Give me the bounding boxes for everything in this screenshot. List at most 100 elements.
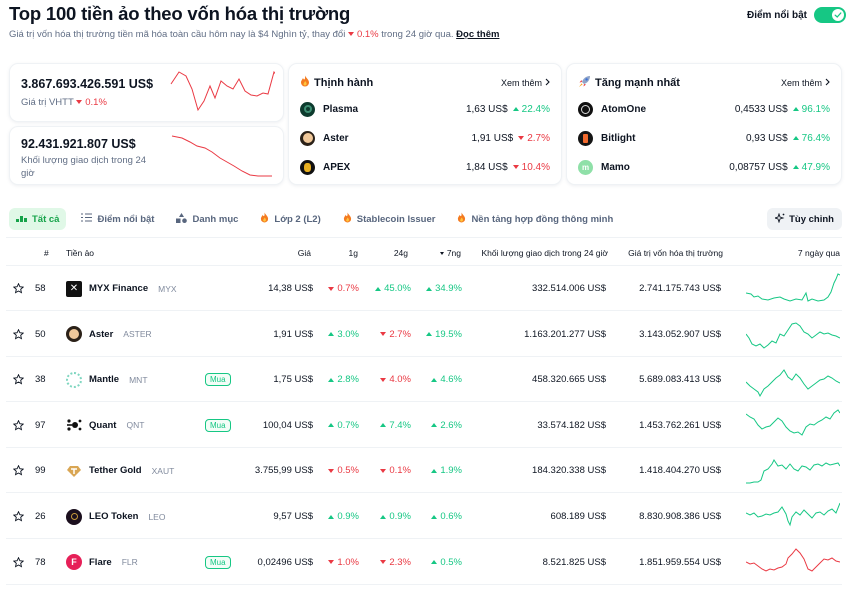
caret-up-icon [431, 468, 438, 473]
coin-name-link[interactable]: LEO Token LEO [66, 494, 165, 539]
coin-name: MYX Finance [89, 283, 149, 294]
chart-bars-icon [16, 213, 27, 225]
highlights-toggle[interactable] [814, 7, 846, 23]
coin-symbol: MNT [129, 374, 148, 385]
table-row[interactable]: 99 Tether Gold XAUT 3.755,99 US$ 0.5% 0.1… [6, 448, 842, 494]
apex-logo-icon [300, 159, 315, 175]
volume-value: 92.431.921.807 US$ [21, 137, 136, 151]
top-gainers-see-more-link[interactable]: Xem thêm [781, 78, 830, 88]
column-rank[interactable]: # [44, 248, 49, 258]
volume-24h: 184.320.338 US$ [532, 465, 606, 477]
tab-stablecoin-issuer[interactable]: Stablecoin Issuer [336, 208, 443, 230]
star-icon[interactable] [12, 266, 24, 311]
coin-symbol: MYX [158, 283, 177, 294]
star-icon[interactable] [12, 312, 24, 357]
change-7d: 4.6% [431, 357, 462, 402]
tab-categories[interactable]: Danh mục [169, 208, 245, 230]
chevron-right-icon [825, 78, 830, 88]
market-cap-sparkline [170, 70, 275, 112]
coin-name: Mantle [89, 374, 120, 386]
rank: 50 [35, 328, 46, 340]
coin-name: Flare [89, 556, 112, 568]
customize-button[interactable]: Tùy chỉnh [767, 208, 842, 230]
change-1h: 0.7% [328, 403, 359, 448]
change-24h: 45.0% [375, 266, 411, 311]
price: 3.755,99 US$ [254, 465, 313, 477]
table-row[interactable]: 38 Mantle MNT Mua 1,75 US$ 2.8% 4.0% 4.6%… [6, 357, 842, 403]
table-header: # Tiền ảo Giá 1g 24g 7ng Khối lượng giao… [0, 244, 856, 262]
star-icon[interactable] [12, 403, 24, 448]
market-cap: 1.453.762.261 US$ [639, 419, 721, 431]
column-volume[interactable]: Khối lượng giao dịch trong 24 giờ [481, 248, 608, 258]
coin-name: Aster [89, 328, 114, 340]
trending-item[interactable]: Plasma 1,63 US$ 22.4% [300, 99, 550, 119]
change-1h: 3.0% [328, 312, 359, 357]
price: 1,75 US$ [273, 374, 313, 386]
column-1h[interactable]: 1g [348, 248, 358, 258]
table-row[interactable]: 78 F Flare FLR Mua 0,02496 US$ 1.0% 2.3% … [6, 540, 842, 585]
caret-up-icon [431, 377, 438, 382]
top-gainer-item[interactable]: m Mamo 0,08757 US$ 47.9% [578, 157, 830, 177]
price: 1,91 US$ [273, 328, 313, 340]
star-icon[interactable] [12, 357, 24, 402]
tab-layer2[interactable]: Lớp 2 (L2) [253, 208, 327, 230]
rank: 26 [35, 511, 46, 522]
change-24h: 2.7% [380, 312, 411, 357]
top-gainers-card: Tăng mạnh nhất Xem thêm AtomOne 0,4533 U… [566, 63, 842, 185]
change-7d: 0.6% [431, 494, 462, 539]
leo-token-logo-icon [66, 508, 82, 525]
coin-name-link[interactable]: Quant QNT [66, 403, 144, 448]
tab-smart-contract-platform[interactable]: Nền tảng hợp đồng thông minh [450, 208, 620, 230]
rank: 97 [35, 419, 46, 431]
read-more-link[interactable]: Đọc thêm [456, 29, 500, 40]
star-icon[interactable] [12, 540, 24, 585]
coin-name-link[interactable]: Tether Gold XAUT [66, 448, 174, 493]
column-24h[interactable]: 24g [393, 248, 408, 258]
buy-button[interactable]: Mua [205, 418, 231, 432]
tab-highlights[interactable]: Điểm nổi bật [74, 208, 161, 230]
trending-see-more-link[interactable]: Xem thêm [501, 78, 550, 88]
star-icon[interactable] [12, 448, 24, 493]
flare-logo-icon: F [66, 554, 82, 571]
change-7d: 34.9% [426, 266, 462, 311]
trending-card: Thịnh hành Xem thêm Plasma 1,63 US$ 22.4%… [288, 63, 562, 185]
top-gainer-item[interactable]: AtomOne 0,4533 US$ 96.1% [578, 99, 830, 119]
coin-symbol: XAUT [151, 465, 175, 476]
change-24h: 7.4% [380, 403, 411, 448]
star-icon[interactable] [12, 494, 24, 539]
check-icon [832, 9, 844, 21]
fire-icon [300, 75, 310, 90]
tether-gold-logo-icon [66, 463, 82, 479]
coin-name-link[interactable]: Aster ASTER [66, 312, 152, 357]
volume-card[interactable]: 92.431.921.807 US$ Khối lượng giao dịch … [9, 126, 284, 185]
coin-name-link[interactable]: ✕ MYX Finance MYX [66, 266, 177, 311]
column-price[interactable]: Giá [297, 248, 311, 258]
table-row[interactable]: 50 Aster ASTER 1,91 US$ 3.0% 2.7% 19.5% 1… [6, 312, 842, 357]
trending-item[interactable]: APEX 1,84 US$ 10.4% [300, 157, 550, 177]
market-cap-card[interactable]: 3.867.693.426.591 US$ Giá trị VHTT 0.1% [9, 63, 284, 122]
tab-all[interactable]: Tất cả [9, 208, 67, 230]
category-tabs: Tất cả Điểm nổi bật Danh mục Lớp 2 (L2) … [9, 208, 842, 230]
market-summary: Giá trị vốn hóa thị trường tiền mã hóa t… [9, 29, 846, 41]
caret-up-icon [328, 514, 335, 519]
buy-button[interactable]: Mua [205, 555, 231, 569]
coin-name-link[interactable]: F Flare FLR [66, 540, 138, 585]
coin-name-link[interactable]: Mantle MNT [66, 357, 148, 402]
rank: 99 [35, 465, 46, 477]
rank: 78 [35, 556, 46, 568]
table-row[interactable]: 97 Quant QNT Mua 100,04 US$ 0.7% 7.4% 2.6… [6, 403, 842, 448]
price: 0,02496 US$ [257, 556, 313, 568]
coin-symbol: FLR [121, 557, 138, 568]
table-row[interactable]: 58 ✕ MYX Finance MYX 14,38 US$ 0.7% 45.0%… [6, 266, 842, 311]
trending-item[interactable]: Aster 1,91 US$ 2.7% [300, 128, 550, 148]
change-24h: 4.0% [380, 357, 411, 402]
column-7d[interactable]: 7ng [439, 248, 461, 258]
table-row[interactable]: 26 LEO Token LEO 9,57 US$ 0.9% 0.9% 0.6% … [6, 494, 842, 539]
column-market-cap[interactable]: Giá trị vốn hóa thị trường [628, 248, 723, 258]
fire-icon [343, 212, 352, 226]
summary-text: Giá trị vốn hóa thị trường tiền mã hóa t… [9, 29, 346, 40]
top-gainer-item[interactable]: Bitlight 0,93 US$ 76.4% [578, 128, 830, 148]
column-name[interactable]: Tiền ảo [66, 248, 95, 258]
rank: 58 [35, 283, 46, 294]
buy-button[interactable]: Mua [205, 373, 231, 387]
